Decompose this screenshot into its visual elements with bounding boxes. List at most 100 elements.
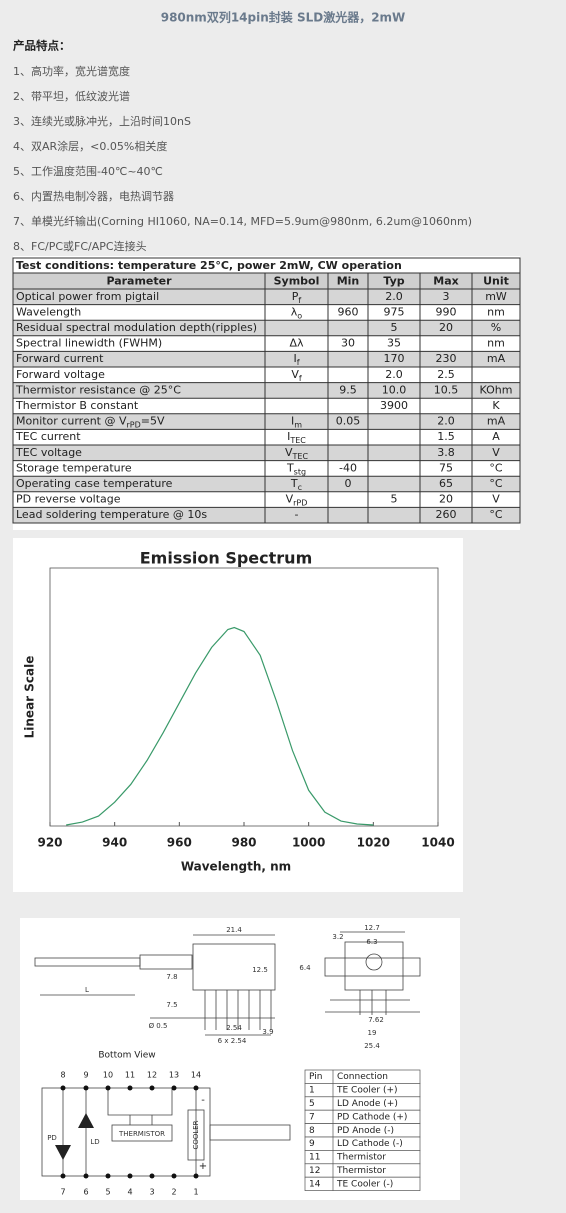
pin bbox=[149, 1173, 155, 1179]
feature-item: 6、内置热电制冷器，电热调节器 bbox=[13, 189, 174, 203]
table-cell: 3900 bbox=[380, 399, 408, 412]
cell-part: o bbox=[297, 311, 302, 320]
table-cell: TEC current bbox=[15, 430, 81, 443]
table-cell: Pf bbox=[292, 290, 302, 305]
pin-cell: TE Cooler (+) bbox=[336, 1086, 398, 1096]
pin bbox=[127, 1173, 133, 1179]
page-title: 980nm双列14pin封装 SLD激光器，2mW bbox=[161, 10, 406, 25]
boot bbox=[139, 954, 193, 970]
dim-label: 7.5 bbox=[166, 1001, 177, 1009]
table-cell: nm bbox=[487, 337, 505, 350]
table-cell: TEC voltage bbox=[15, 446, 82, 459]
table-cell: Monitor current @ VrPD=5V bbox=[16, 415, 165, 430]
part-label: COOLER bbox=[192, 1120, 200, 1149]
table-cell: Thermistor resistance @ 25°C bbox=[15, 383, 181, 396]
row-bg bbox=[13, 320, 520, 336]
column-header: Parameter bbox=[106, 275, 172, 288]
table-cell: 960 bbox=[338, 305, 359, 318]
part-label: PD bbox=[47, 1134, 57, 1142]
dim-label: 7.62 bbox=[368, 1016, 384, 1024]
table-cell: 2.0 bbox=[385, 368, 403, 381]
dim-label: 6.3 bbox=[366, 938, 377, 946]
dim-label: 6 x 2.54 bbox=[218, 1037, 247, 1045]
dim-label: Ø 0.5 bbox=[149, 1022, 168, 1030]
pin bbox=[127, 1085, 133, 1091]
cell-part: rPD bbox=[127, 420, 141, 429]
cell-part: I bbox=[291, 415, 294, 428]
pin-label: 11 bbox=[125, 1071, 135, 1080]
pin-label: 10 bbox=[103, 1071, 113, 1080]
header-row bbox=[13, 273, 520, 289]
diodes bbox=[55, 1113, 94, 1160]
pin-label: 14 bbox=[191, 1071, 201, 1080]
pin-label: 7 bbox=[60, 1188, 65, 1197]
table-cell: 10.5 bbox=[434, 383, 459, 396]
table-cell: 3 bbox=[443, 290, 450, 303]
conditions-row bbox=[13, 258, 520, 273]
dim-label: 3.2 bbox=[332, 933, 343, 941]
table-cell: 990 bbox=[436, 305, 457, 318]
fiber bbox=[209, 1124, 291, 1141]
table-cell: V bbox=[492, 446, 500, 459]
column-header: Max bbox=[433, 275, 458, 288]
column-header: Min bbox=[337, 275, 360, 288]
features-heading: 产品特点： bbox=[13, 39, 71, 53]
mechanical-drawing: 21.4 12.5 7.8 L 7.5 Ø 0.5 2.54 6 x 2.54 … bbox=[34, 924, 421, 1050]
pin-cell: LD Anode (+) bbox=[337, 1099, 398, 1109]
table-cell: If bbox=[293, 352, 299, 367]
pin-label: 9 bbox=[83, 1071, 88, 1080]
table-cell: A bbox=[492, 430, 500, 443]
pin-cell: Thermistor bbox=[336, 1166, 386, 1176]
x-tick-label: 1040 bbox=[421, 836, 454, 850]
pin bbox=[193, 1173, 199, 1179]
table-cell: Forward voltage bbox=[16, 368, 105, 381]
row-bg bbox=[13, 413, 520, 430]
dim-label: 12.5 bbox=[252, 966, 268, 974]
wires bbox=[62, 1088, 197, 1176]
pin bbox=[105, 1173, 111, 1179]
fiber-port bbox=[365, 953, 383, 971]
table-cell: 3.8 bbox=[437, 446, 455, 459]
cell-part: T bbox=[286, 461, 294, 474]
pin-cell: 12 bbox=[309, 1166, 320, 1176]
feature-item: 1、高功率，宽光谱宽度 bbox=[13, 64, 130, 78]
table-cell: 10.0 bbox=[382, 383, 407, 396]
end-body bbox=[344, 941, 404, 991]
table-cell: -40 bbox=[339, 461, 357, 474]
part-label: LD bbox=[90, 1138, 99, 1146]
column-header: Typ bbox=[383, 275, 404, 288]
cooler-box bbox=[187, 1109, 205, 1161]
pin-cell: Pin bbox=[309, 1072, 322, 1082]
feature-item: 5、工作温度范围-40℃~40℃ bbox=[13, 164, 163, 178]
table-cell: 35 bbox=[387, 337, 401, 350]
column-header: Symbol bbox=[274, 275, 320, 288]
table-cell: Spectral linewidth (FWHM) bbox=[16, 337, 162, 350]
column-header: Unit bbox=[483, 275, 509, 288]
part-label: - bbox=[201, 1095, 205, 1106]
pin-cell: 7 bbox=[309, 1112, 315, 1122]
table-cell: 75 bbox=[439, 461, 453, 474]
dimension-lines bbox=[40, 931, 420, 1036]
table-cell: nm bbox=[487, 305, 505, 318]
body bbox=[192, 943, 276, 991]
dim-label: 6.4 bbox=[299, 964, 311, 972]
table-cell: 230 bbox=[436, 352, 457, 365]
dim-label: 7.8 bbox=[166, 973, 177, 981]
part-label: THERMISTOR bbox=[118, 1130, 165, 1138]
pin-label: 8 bbox=[60, 1071, 65, 1080]
feature-item: 8、FC/PC或FC/APC连接头 bbox=[13, 240, 147, 253]
chart: Emission Spectrum Wavelength, nm Linear Sc… bbox=[23, 549, 455, 874]
cell-part: f bbox=[299, 373, 302, 382]
table-cell: ITEC bbox=[287, 430, 306, 445]
pin-cell: 11 bbox=[309, 1153, 320, 1163]
table-cell: 2.0 bbox=[385, 290, 403, 303]
table-grid bbox=[12, 257, 521, 524]
feature-item: 2、带平坦，低纹波光谱 bbox=[13, 89, 130, 103]
table-cell: 30 bbox=[341, 337, 355, 350]
dim-label: 19 bbox=[368, 1029, 377, 1037]
table-cell: Δλ bbox=[289, 337, 304, 350]
pin bbox=[83, 1085, 89, 1091]
pin-table: Pin Connection 1 TE Cooler (+) 5 LD Anode (+)… bbox=[304, 1069, 421, 1191]
